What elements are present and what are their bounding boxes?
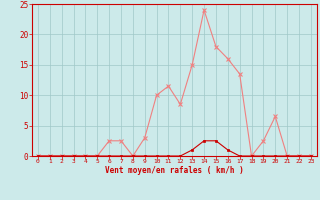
X-axis label: Vent moyen/en rafales ( km/h ): Vent moyen/en rafales ( km/h ) (105, 166, 244, 175)
